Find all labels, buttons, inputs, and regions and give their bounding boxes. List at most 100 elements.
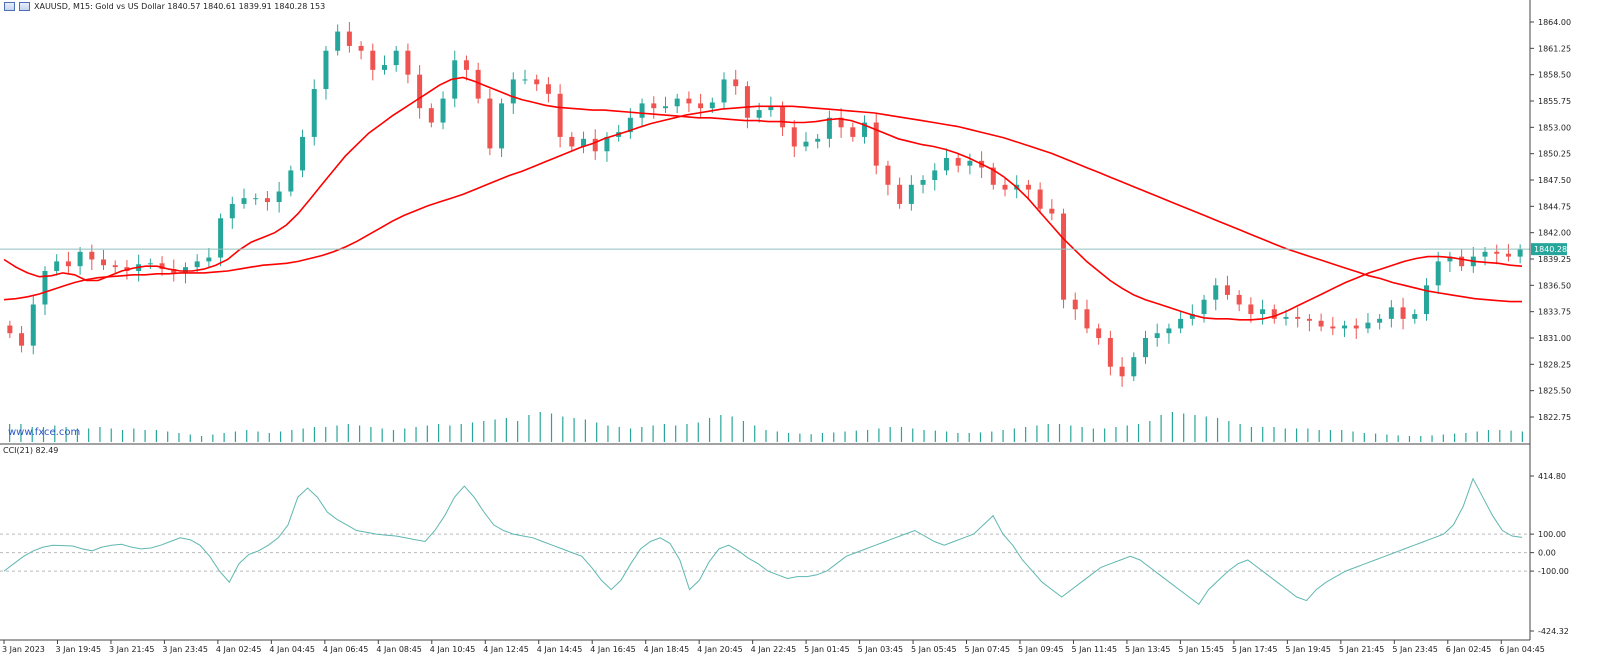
candle-body — [1505, 253, 1511, 257]
price-tick-label: 1855.75 — [1538, 97, 1571, 106]
candle-body — [1318, 320, 1324, 327]
price-tick-label: 1847.50 — [1538, 176, 1571, 185]
candle-body — [393, 50, 399, 66]
candle-body — [990, 167, 996, 185]
candle-body — [721, 79, 727, 103]
candle-body — [1412, 314, 1418, 319]
cci-line — [3, 477, 1523, 606]
candle-body — [1049, 208, 1055, 214]
candle-body — [475, 69, 481, 99]
candle-body — [709, 102, 715, 109]
time-tick-label: 5 Jan 09:45 — [1018, 645, 1064, 654]
time-tick-label: 5 Jan 17:45 — [1232, 645, 1278, 654]
candle-body — [1166, 328, 1172, 334]
chart-window-icon[interactable] — [4, 2, 15, 11]
candle-body — [862, 122, 868, 137]
candle-body — [405, 50, 411, 75]
candle-body — [838, 117, 844, 128]
cci-tick-label: -424.32 — [1538, 627, 1569, 636]
candle-body — [885, 165, 891, 185]
candle-body — [850, 127, 856, 137]
candle-body — [826, 117, 832, 139]
candle-body — [1201, 299, 1207, 315]
candle-body — [545, 84, 551, 94]
candle-body — [1154, 333, 1160, 338]
price-tick-label: 1850.25 — [1538, 150, 1571, 159]
volume-pane — [9, 412, 1523, 442]
candle-body — [581, 138, 587, 147]
candle-body — [1271, 309, 1277, 319]
candle-body — [1096, 328, 1102, 338]
candle-body — [276, 191, 282, 203]
candle-body — [967, 160, 973, 166]
candle-body — [651, 103, 657, 109]
symbol-info: XAUUSD, M15: Gold vs US Dollar 1840.57 1… — [34, 2, 326, 11]
time-tick-label: 4 Jan 20:45 — [697, 645, 743, 654]
price-tick-label: 1858.50 — [1538, 71, 1571, 80]
chart-properties-icon[interactable] — [19, 2, 30, 11]
candle-body — [370, 50, 376, 70]
time-tick-label: 4 Jan 10:45 — [430, 645, 476, 654]
price-tick-label: 1842.00 — [1538, 229, 1571, 238]
candle-body — [1388, 307, 1394, 319]
price-tick-label: 1828.25 — [1538, 360, 1571, 369]
candle-body — [1435, 261, 1441, 286]
candle-body — [932, 170, 938, 180]
candle-body — [627, 117, 633, 133]
candle-body — [417, 74, 423, 109]
time-tick-label: 4 Jan 02:45 — [216, 645, 262, 654]
candle-body — [147, 263, 153, 265]
candle-body — [218, 218, 224, 258]
candle-body — [1025, 184, 1031, 190]
cci-tick-label: 414.80 — [1538, 472, 1566, 481]
candle-body — [206, 257, 212, 262]
candle-body — [557, 93, 563, 137]
candle-body — [159, 263, 165, 270]
candle-body — [1224, 285, 1230, 295]
candle-body — [346, 31, 352, 46]
time-tick-label: 4 Jan 12:45 — [483, 645, 529, 654]
candle-body — [1295, 316, 1301, 319]
candle-body — [499, 103, 505, 149]
price-tick-label: 1861.25 — [1538, 44, 1571, 53]
candle-body — [955, 157, 961, 166]
time-tick-label: 5 Jan 07:45 — [965, 645, 1011, 654]
candle-body — [1482, 251, 1488, 257]
candle-body — [943, 157, 949, 171]
candle-body — [1119, 366, 1125, 377]
chart-header: XAUUSD, M15: Gold vs US Dollar 1840.57 1… — [4, 2, 325, 11]
candle-body — [440, 98, 446, 123]
current-price-label: 1840.28 — [1534, 245, 1567, 254]
candle-body — [592, 138, 598, 152]
candle-body — [323, 50, 329, 90]
candle-body — [1377, 318, 1383, 323]
cci-tick-label: 100.00 — [1538, 530, 1566, 539]
candle-body — [1365, 322, 1371, 329]
candle-body — [897, 184, 903, 204]
time-tick-label: 4 Jan 08:45 — [376, 645, 422, 654]
candle-body — [791, 127, 797, 147]
time-tick-label: 3 Jan 23:45 — [162, 645, 208, 654]
candle-body — [54, 261, 60, 271]
candle-body — [639, 103, 645, 118]
time-tick-label: 4 Jan 04:45 — [269, 645, 315, 654]
time-tick-label: 5 Jan 23:45 — [1392, 645, 1438, 654]
candle-body — [1494, 251, 1500, 254]
candle-body — [920, 180, 926, 185]
candle-body — [264, 198, 270, 203]
candle-body — [463, 60, 469, 70]
candle-body — [1213, 285, 1219, 300]
time-tick-label: 4 Jan 16:45 — [590, 645, 636, 654]
candle-body — [487, 98, 493, 149]
candle-body — [101, 259, 107, 266]
candle-body — [674, 98, 680, 107]
candle-body — [768, 106, 774, 111]
cci-pane — [0, 477, 1530, 606]
cci-tick-label: -100.00 — [1538, 567, 1569, 576]
candle-body — [19, 333, 25, 346]
time-tick-label: 6 Jan 04:45 — [1499, 645, 1545, 654]
candle-body — [686, 98, 692, 104]
candle-body — [1283, 316, 1289, 319]
